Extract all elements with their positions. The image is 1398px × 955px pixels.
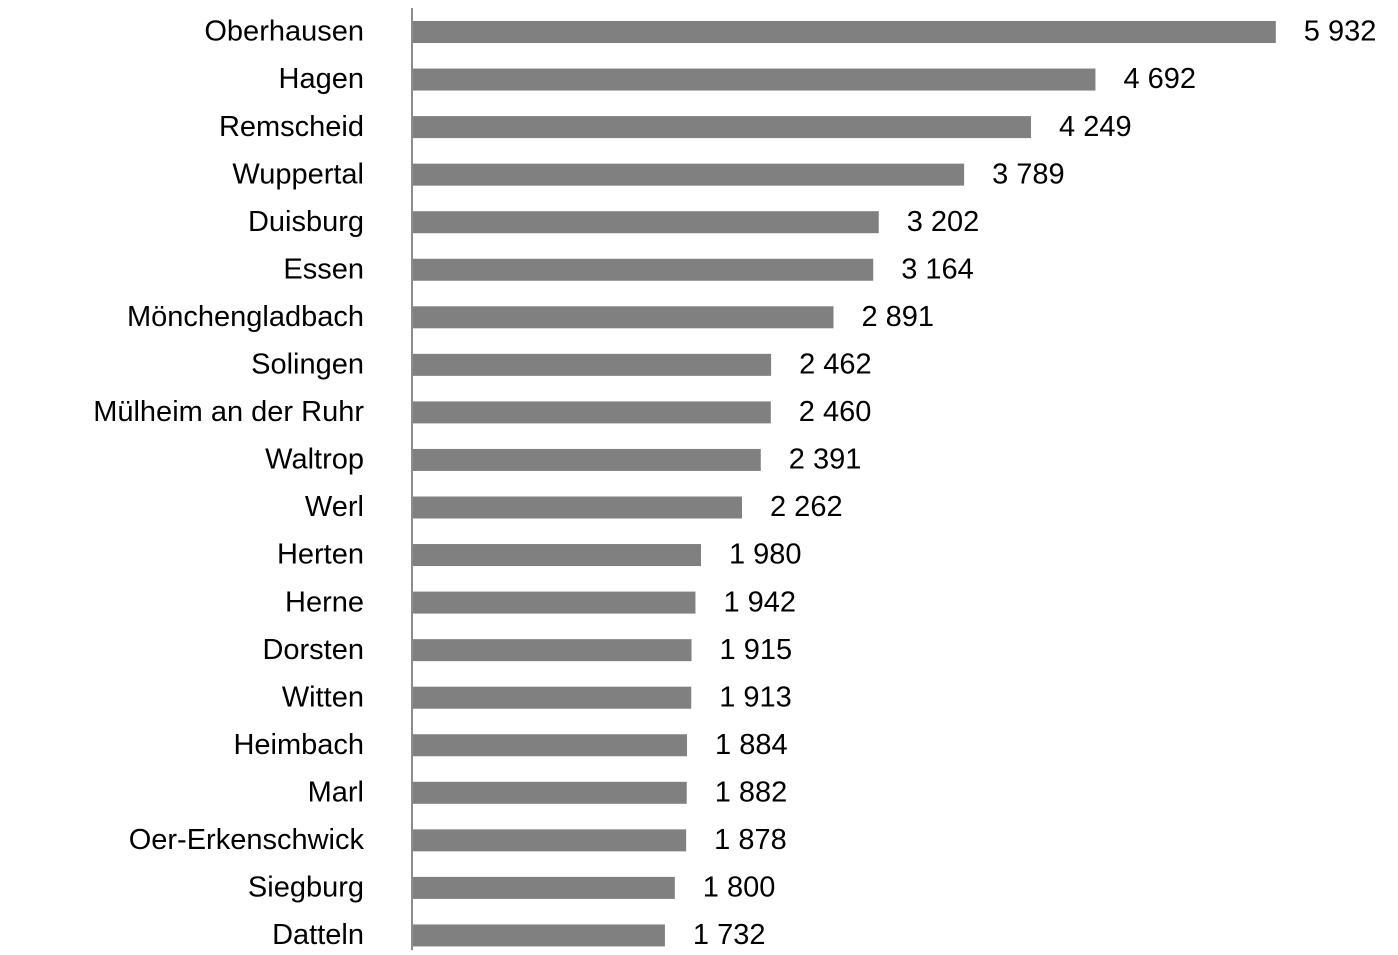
value-label: 2 391 — [789, 444, 862, 476]
bar — [413, 544, 701, 567]
value-label: 1 913 — [719, 681, 792, 713]
value-label: 2 460 — [799, 396, 872, 428]
value-label: 1 878 — [714, 824, 787, 856]
value-label: 4 692 — [1123, 63, 1196, 95]
category-label: Oberhausen — [204, 16, 364, 48]
category-label: Hagen — [279, 63, 364, 95]
category-label: Essen — [283, 253, 364, 285]
bar — [413, 353, 772, 376]
category-label: Marl — [308, 776, 364, 808]
category-label: Witten — [282, 681, 364, 713]
value-label: 2 262 — [770, 491, 843, 523]
bar — [413, 734, 688, 757]
bar — [413, 496, 743, 519]
value-label: 3 202 — [907, 206, 980, 238]
value-label: 1 800 — [703, 872, 776, 904]
bar — [413, 21, 1276, 43]
category-label: Datteln — [272, 919, 364, 950]
value-label: 1 732 — [693, 919, 766, 950]
value-label: 1 942 — [723, 586, 796, 618]
category-label: Solingen — [251, 349, 364, 381]
value-label: 4 249 — [1059, 111, 1132, 143]
category-label: Waltrop — [265, 444, 364, 476]
bar — [413, 258, 874, 281]
bar — [413, 876, 675, 899]
bar — [413, 306, 834, 329]
bar — [413, 163, 965, 186]
category-label: Wuppertal — [232, 158, 364, 190]
bar — [413, 211, 879, 234]
value-label: 1 882 — [715, 776, 788, 808]
bar — [413, 686, 692, 709]
value-label: 1 884 — [715, 729, 788, 761]
category-label: Mönchengladbach — [127, 301, 364, 333]
category-label: Mülheim an der Ruhr — [93, 396, 364, 428]
category-label: Werl — [305, 491, 364, 523]
value-label: 3 164 — [901, 253, 974, 285]
bar — [413, 401, 771, 424]
category-label: Remscheid — [219, 111, 364, 143]
value-label: 3 789 — [992, 158, 1065, 190]
category-label: Herne — [285, 586, 364, 618]
value-label: 2 891 — [861, 301, 934, 333]
bar — [413, 924, 665, 947]
bar — [413, 639, 692, 662]
bar — [413, 829, 687, 852]
category-label: Heimbach — [233, 729, 364, 761]
value-label: 1 980 — [729, 539, 802, 571]
bar — [413, 781, 687, 804]
category-label: Dorsten — [262, 634, 364, 666]
bar — [413, 591, 696, 614]
category-label: Oer-Erkenschwick — [129, 824, 365, 856]
bar — [413, 68, 1096, 91]
value-label: 5 932 — [1304, 16, 1377, 48]
value-label: 2 462 — [799, 349, 872, 381]
value-label: 1 915 — [720, 634, 793, 666]
category-label: Duisburg — [248, 206, 364, 238]
category-label: Siegburg — [248, 872, 364, 904]
bar — [413, 116, 1032, 139]
bar — [413, 448, 761, 471]
category-label: Herten — [277, 539, 364, 571]
